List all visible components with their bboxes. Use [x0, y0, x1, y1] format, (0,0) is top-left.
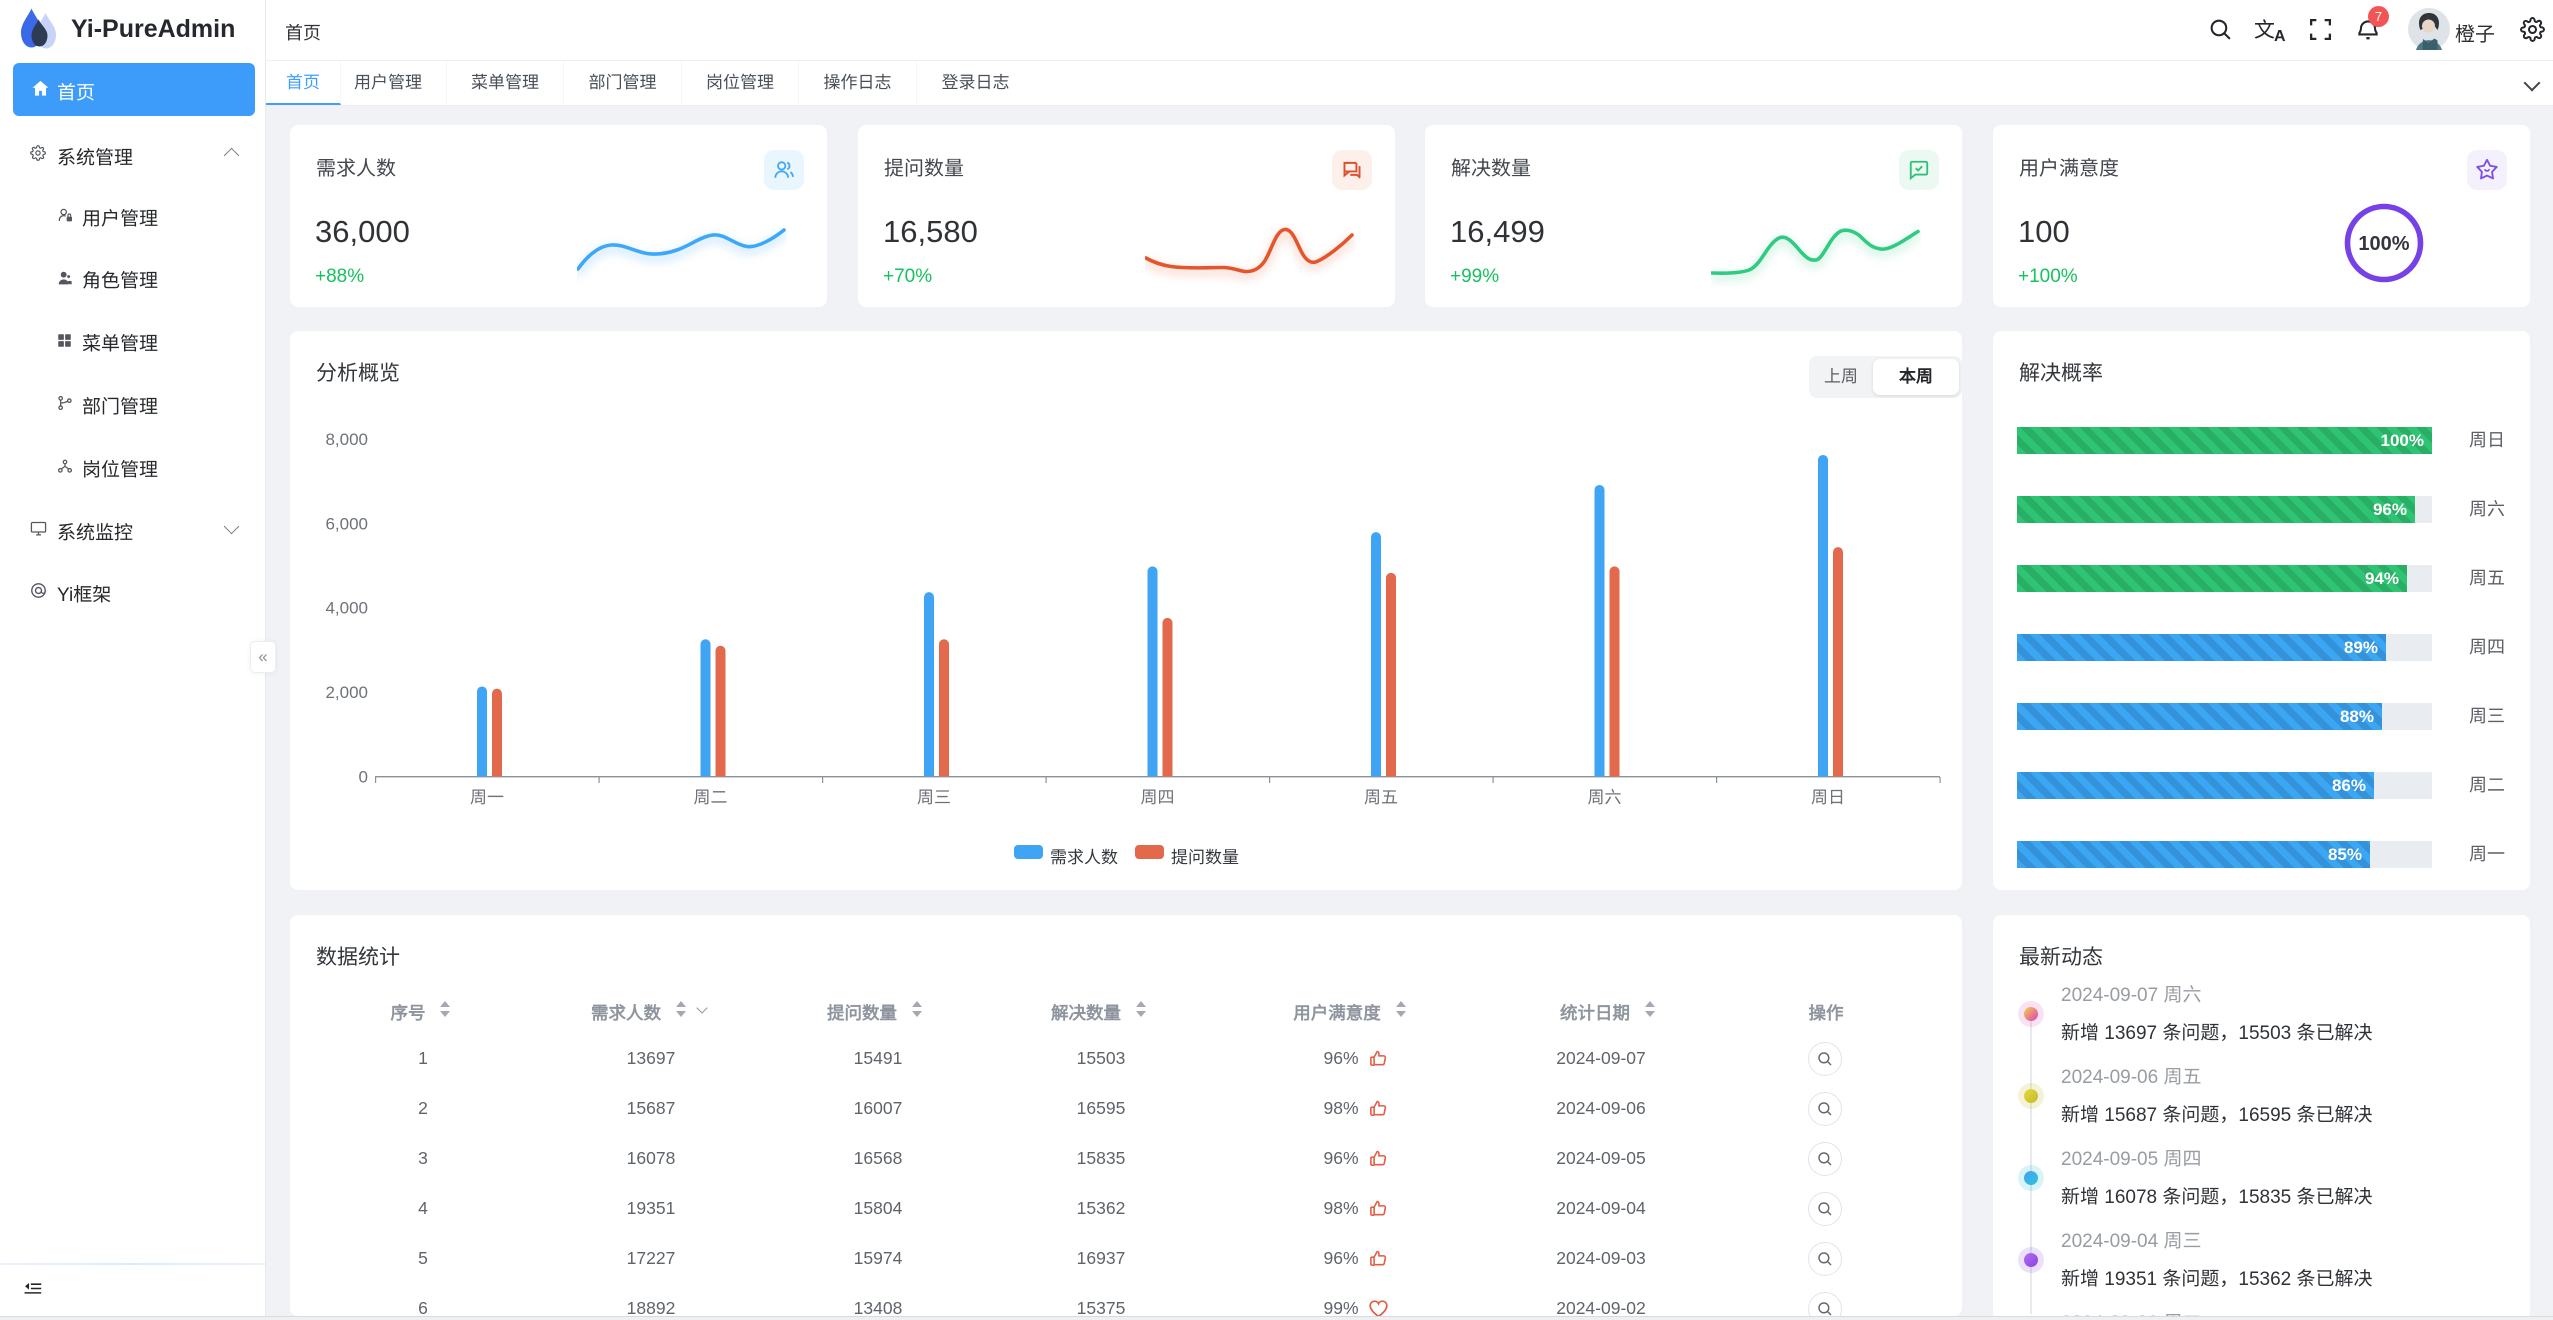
svg-text:4,000: 4,000 — [325, 599, 368, 618]
svg-text:周六: 周六 — [1588, 788, 1622, 807]
svg-text:6,000: 6,000 — [325, 514, 368, 533]
svg-text:周五: 周五 — [1364, 788, 1398, 807]
svg-text:100%: 100% — [2358, 233, 2409, 255]
svg-text:周日: 周日 — [1811, 788, 1845, 807]
svg-text:2,000: 2,000 — [325, 683, 368, 702]
svg-text:0: 0 — [359, 767, 368, 786]
svg-text:周一: 周一 — [470, 788, 504, 807]
svg-text:周四: 周四 — [1141, 788, 1175, 807]
svg-text:周二: 周二 — [694, 788, 728, 807]
svg-text:周三: 周三 — [917, 788, 951, 807]
svg-text:8,000: 8,000 — [325, 430, 368, 449]
